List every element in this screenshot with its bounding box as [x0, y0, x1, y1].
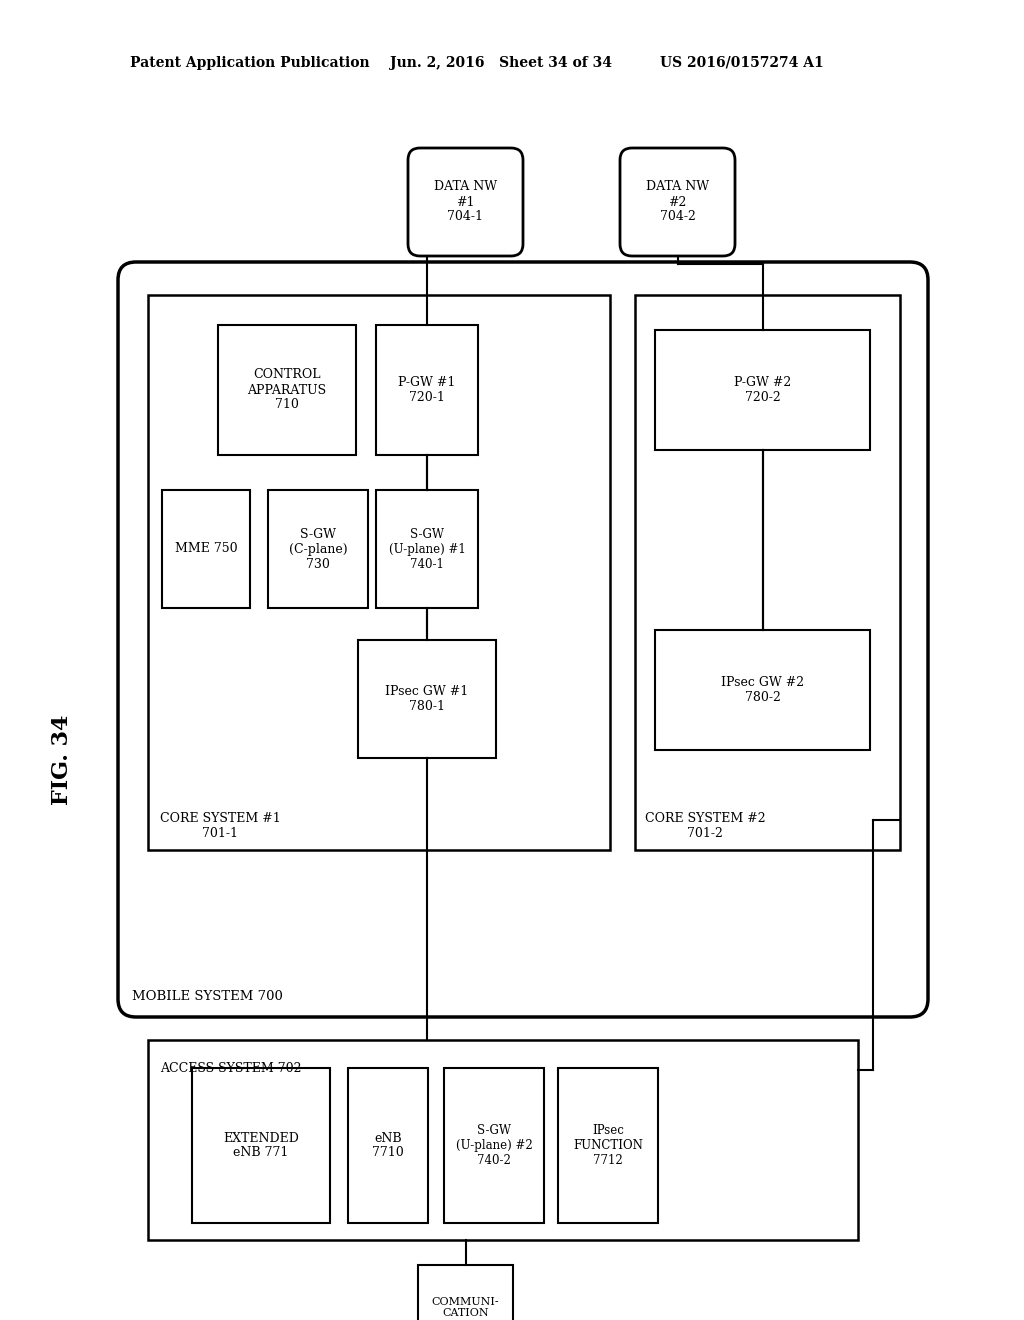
Bar: [558, 1068, 658, 1224]
Text: DATA NW
#1
704-1: DATA NW #1 704-1: [434, 181, 497, 223]
Text: US 2016/0157274 A1: US 2016/0157274 A1: [660, 55, 823, 70]
Text: P-GW #2
720-2: P-GW #2 720-2: [734, 376, 792, 404]
Text: ACCESS SYSTEM 702: ACCESS SYSTEM 702: [160, 1063, 301, 1074]
Text: IPsec
FUNCTION
7712: IPsec FUNCTION 7712: [573, 1125, 643, 1167]
Text: Jun. 2, 2016   Sheet 34 of 34: Jun. 2, 2016 Sheet 34 of 34: [390, 55, 612, 70]
Bar: [376, 490, 478, 609]
Text: CORE SYSTEM #2
701-2: CORE SYSTEM #2 701-2: [645, 812, 766, 840]
Text: FIG. 34: FIG. 34: [51, 715, 73, 805]
Text: MME 750: MME 750: [175, 543, 238, 556]
Text: CONTROL
APPARATUS
710: CONTROL APPARATUS 710: [248, 368, 327, 412]
Bar: [635, 294, 900, 850]
Bar: [655, 630, 870, 750]
Text: S-GW
(C-plane)
730: S-GW (C-plane) 730: [289, 528, 347, 570]
FancyBboxPatch shape: [118, 261, 928, 1016]
Text: P-GW #1
720-1: P-GW #1 720-1: [398, 376, 456, 404]
Text: S-GW
(U-plane) #2
740-2: S-GW (U-plane) #2 740-2: [456, 1125, 532, 1167]
Bar: [268, 490, 368, 609]
Bar: [444, 1068, 544, 1224]
Text: DATA NW
#2
704-2: DATA NW #2 704-2: [646, 181, 709, 223]
Bar: [418, 1265, 513, 1320]
Text: CORE SYSTEM #1
701-1: CORE SYSTEM #1 701-1: [160, 812, 281, 840]
Bar: [655, 330, 870, 450]
Text: Patent Application Publication: Patent Application Publication: [130, 55, 370, 70]
FancyBboxPatch shape: [408, 148, 523, 256]
Text: EXTENDED
eNB 771: EXTENDED eNB 771: [223, 1131, 299, 1159]
Bar: [148, 294, 610, 850]
Text: COMMUNI-
CATION
TERMINAL
703: COMMUNI- CATION TERMINAL 703: [432, 1296, 500, 1320]
Bar: [218, 325, 356, 455]
Bar: [348, 1068, 428, 1224]
Text: IPsec GW #1
780-1: IPsec GW #1 780-1: [385, 685, 469, 713]
Bar: [162, 490, 250, 609]
Text: MOBILE SYSTEM 700: MOBILE SYSTEM 700: [132, 990, 283, 1003]
Text: S-GW
(U-plane) #1
740-1: S-GW (U-plane) #1 740-1: [389, 528, 465, 570]
Bar: [358, 640, 496, 758]
Text: IPsec GW #2
780-2: IPsec GW #2 780-2: [721, 676, 804, 704]
Bar: [193, 1068, 330, 1224]
Text: eNB
7710: eNB 7710: [372, 1131, 403, 1159]
Bar: [376, 325, 478, 455]
Bar: [148, 1040, 858, 1239]
FancyBboxPatch shape: [620, 148, 735, 256]
